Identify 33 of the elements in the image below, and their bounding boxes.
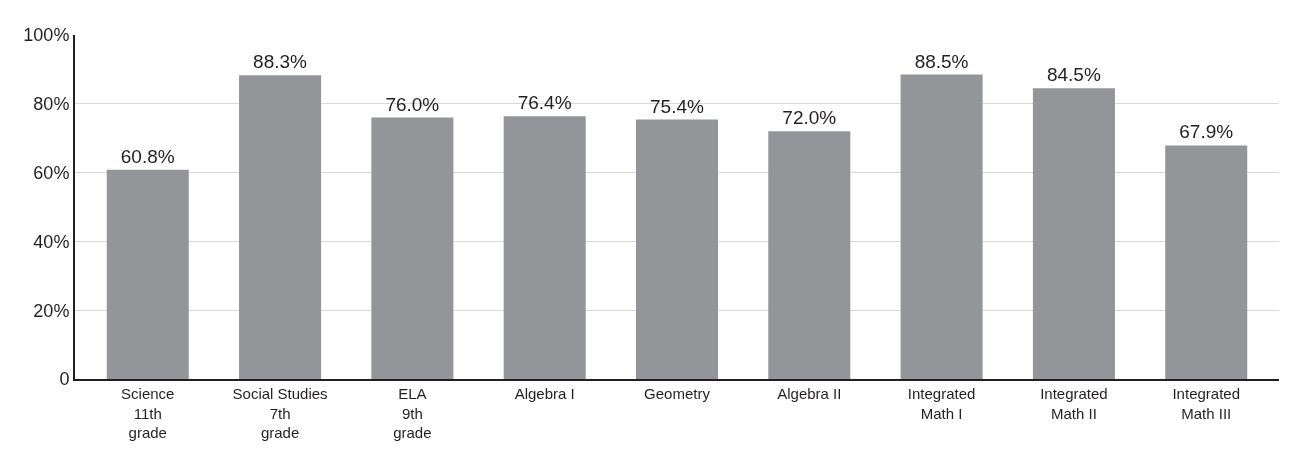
y-tick-label: 40% [33,231,70,252]
data-label: 88.3% [253,51,308,73]
y-tick-label: 60% [33,162,70,183]
bar [1165,145,1248,379]
bar [106,169,189,379]
y-tick-label: 80% [33,94,70,115]
data-label: 84.5% [1046,64,1101,86]
bar [768,131,851,379]
bar [635,119,719,379]
bar [900,74,983,379]
x-tick-label: Social Studies 7th grade [232,385,328,441]
data-label: 76.4% [517,92,572,114]
y-tick-label: 100% [23,25,70,46]
x-tick-label: Integrated Math II [1040,385,1108,422]
data-label: 76.0% [385,93,440,115]
x-tick-label: Integrated Math I [907,385,976,422]
data-label: 88.5% [914,50,969,72]
x-tick-label: ELA 9th grade [393,385,432,441]
data-label: 60.8% [120,145,175,167]
x-tick-label: Algebra II [777,385,842,402]
data-label: 67.9% [1179,121,1234,143]
bar [503,116,586,379]
data-label: 72.0% [782,107,837,129]
bar [1032,88,1115,379]
bar [239,75,322,379]
x-tick-label: Integrated Math III [1172,385,1241,422]
x-tick-label: Science 11th grade [121,385,175,441]
x-tick-label: Geometry [644,385,711,402]
bar [371,117,454,379]
data-label: 75.4% [650,95,704,117]
x-tick-label: Algebra I [514,385,575,402]
y-tick-label: 20% [33,300,70,321]
y-tick-label: 0 [59,369,70,390]
